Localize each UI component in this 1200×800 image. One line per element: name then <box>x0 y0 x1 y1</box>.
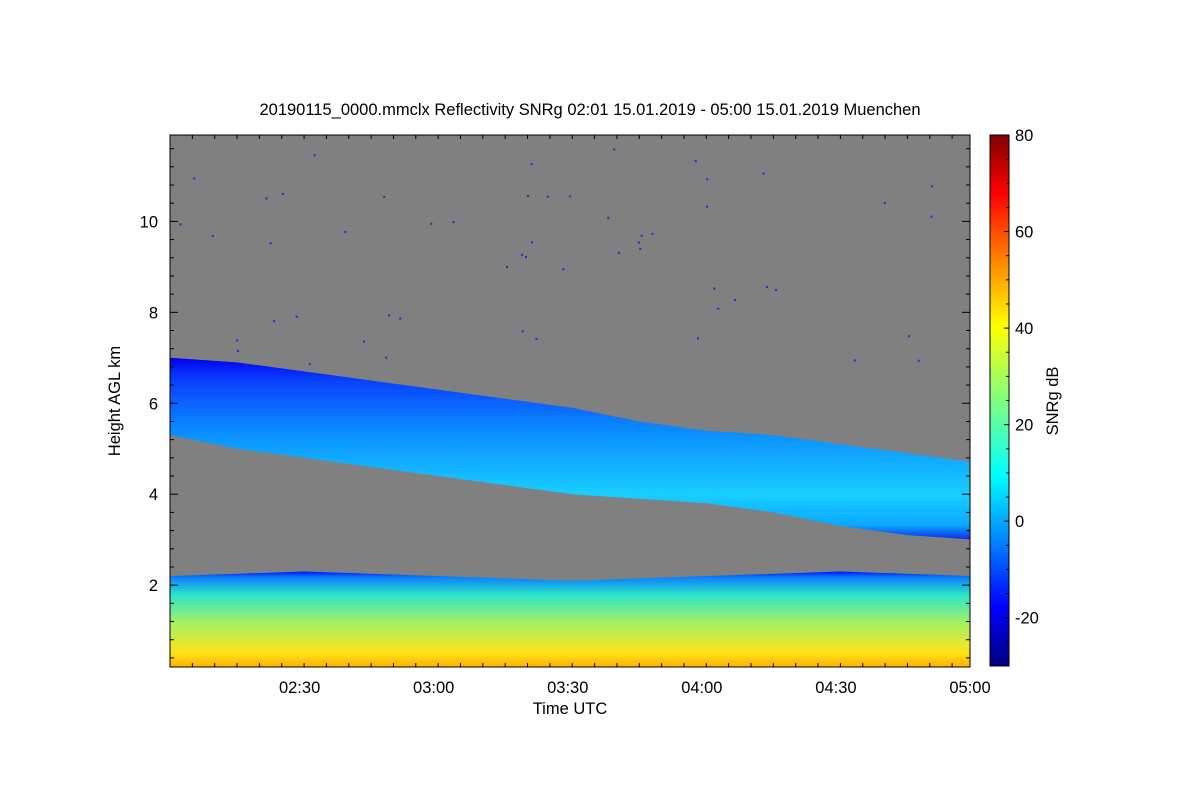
noise-pixel <box>244 364 247 367</box>
noise-pixel <box>193 177 196 180</box>
noise-pixel <box>269 242 272 245</box>
snr-plume <box>317 625 425 667</box>
noise-pixel <box>388 314 391 317</box>
x-tick-label: 04:30 <box>815 679 856 697</box>
colorbar-tick-label: 80 <box>1015 127 1033 145</box>
noise-pixel <box>308 363 311 366</box>
noise-pixel <box>607 216 610 219</box>
snr-plume <box>800 610 881 667</box>
x-tick-label: 03:30 <box>547 679 588 697</box>
noise-pixel <box>236 339 239 342</box>
noise-speckles <box>179 148 933 367</box>
chart-title: 20190115_0000.mmclx Reflectivity SNRg 02… <box>259 101 920 119</box>
noise-pixel <box>363 340 365 343</box>
noise-pixel <box>697 337 699 340</box>
noise-pixel <box>930 185 933 188</box>
noise-pixel <box>344 230 347 233</box>
colorbar-label: SNRg dB <box>1044 367 1062 436</box>
noise-pixel <box>525 256 527 259</box>
colorbar-tick-label: -20 <box>1015 610 1039 628</box>
plot-area: 02:30 03:00 03:30 04:00 04:30 05:00 2 4 6 8 10 <box>140 134 991 697</box>
colorbar-tick-label: 20 <box>1015 417 1033 435</box>
y-tick-label: 4 <box>149 486 158 504</box>
noise-pixel <box>531 241 533 244</box>
noise-pixel <box>706 205 709 208</box>
noise-pixel <box>452 221 455 224</box>
noise-pixel <box>853 359 856 362</box>
noise-pixel <box>281 193 284 195</box>
noise-pixel <box>273 320 276 323</box>
noise-pixel <box>399 317 402 320</box>
noise-pixel <box>651 232 654 235</box>
y-tick-label: 2 <box>149 577 158 595</box>
snr-plume <box>464 601 546 667</box>
noise-pixel <box>908 335 911 338</box>
noise-pixel <box>637 241 640 244</box>
colorbar-tick-label: 0 <box>1015 513 1024 531</box>
noise-pixel <box>521 253 524 256</box>
noise-pixel <box>613 148 616 151</box>
noise-pixel <box>617 251 620 254</box>
noise-pixel <box>713 287 716 290</box>
colorbar-ticks: -20 0 20 40 60 80 <box>1004 127 1039 667</box>
x-tick-label: 05:00 <box>949 679 990 697</box>
high-snr-spots <box>317 577 881 667</box>
x-tick-label: 04:00 <box>681 679 722 697</box>
noise-pixel <box>762 172 765 175</box>
noise-pixel <box>530 163 533 166</box>
noise-pixel <box>717 307 720 310</box>
y-tick-label: 6 <box>149 395 158 413</box>
noise-pixel <box>295 315 298 318</box>
noise-pixel <box>706 178 709 181</box>
noise-pixel <box>535 337 538 340</box>
noise-pixel <box>313 154 316 157</box>
noise-pixel <box>930 215 933 218</box>
y-axis-label: Height AGL km <box>106 346 124 456</box>
noise-pixel <box>430 222 433 225</box>
noise-pixel <box>568 195 571 198</box>
noise-pixel <box>265 197 268 200</box>
noise-pixel <box>211 235 214 238</box>
noise-pixel <box>883 202 886 205</box>
x-axis-label: Time UTC <box>533 700 608 718</box>
colorbar-tick-label: 40 <box>1015 320 1033 338</box>
y-axis: 2 4 6 8 10 <box>140 148 970 659</box>
noise-pixel <box>383 195 386 198</box>
noise-pixel <box>527 195 529 197</box>
y-tick-label: 10 <box>140 213 158 231</box>
cloud-layer <box>170 357 970 540</box>
noise-pixel <box>237 350 240 352</box>
x-tick-label: 03:00 <box>413 679 454 697</box>
x-axis: 02:30 03:00 03:30 04:00 04:30 05:00 <box>169 135 991 697</box>
y-tick-label: 8 <box>149 304 158 322</box>
noise-pixel <box>385 356 388 359</box>
noise-pixel <box>546 195 549 198</box>
colorbar: -20 0 20 40 60 80 SNRg dB <box>989 127 1062 667</box>
plot-frame <box>169 134 971 668</box>
noise-pixel <box>765 286 768 289</box>
noise-pixel <box>734 298 736 301</box>
noise-pixel <box>506 266 508 268</box>
noise-pixel <box>917 359 920 362</box>
noise-pixel <box>639 247 642 250</box>
colorbar-tick-label: 60 <box>1015 224 1033 242</box>
noise-pixel <box>562 268 565 271</box>
x-tick-label: 02:30 <box>279 679 320 697</box>
noise-pixel <box>694 160 697 163</box>
noise-pixel <box>179 223 182 226</box>
noise-pixel <box>775 288 777 291</box>
noise-pixel <box>521 330 524 333</box>
noise-pixel <box>640 234 643 237</box>
